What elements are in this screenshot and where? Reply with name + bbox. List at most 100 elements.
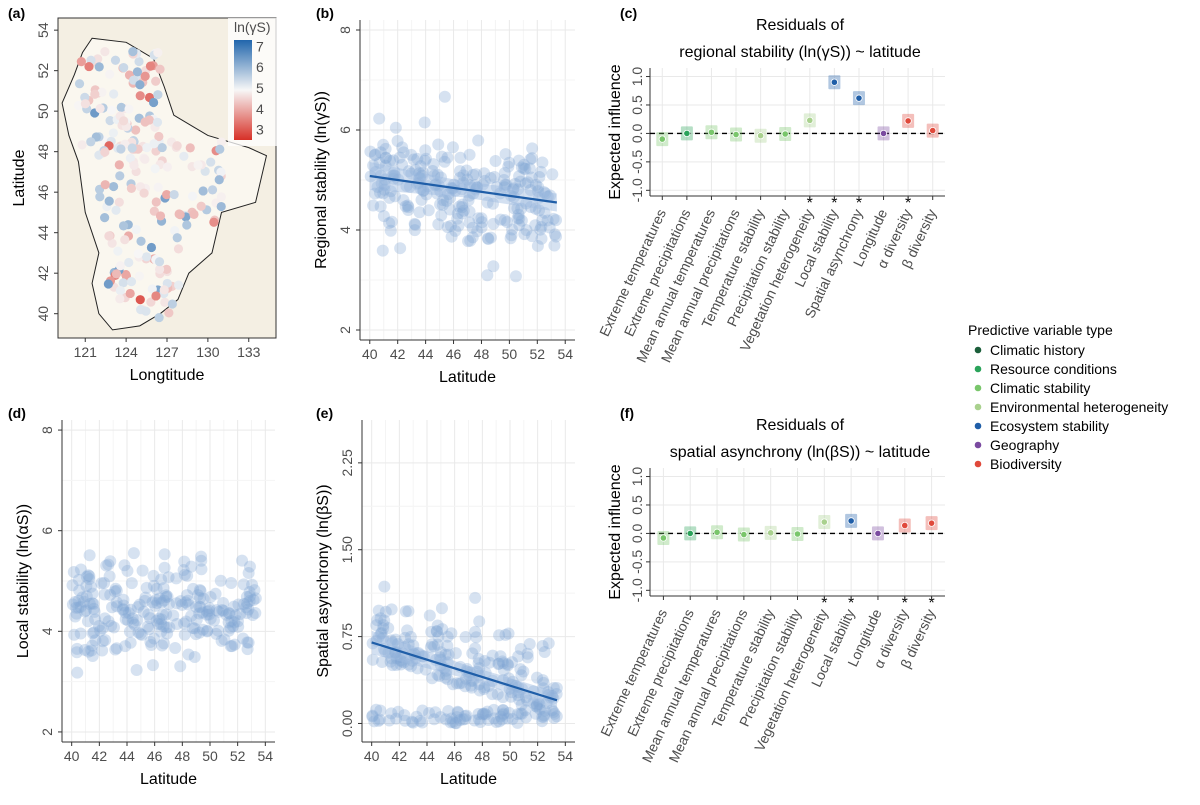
- b-data-point: [396, 158, 409, 171]
- b-x-tick-label: 50: [502, 346, 518, 362]
- e-data-point: [527, 696, 540, 709]
- f-estimate-point: [686, 529, 694, 538]
- d-data-point: [243, 586, 256, 599]
- b-y-tick-label: 8: [337, 26, 353, 34]
- d-data-point: [242, 603, 255, 616]
- c-y-tick-label: 1.0: [629, 67, 645, 87]
- b-data-point: [507, 182, 520, 195]
- b-data-point: [497, 174, 510, 187]
- a-site-point: [159, 285, 169, 295]
- b-data-point: [504, 232, 517, 245]
- d-data-point: [231, 615, 244, 628]
- b-data-point: [512, 154, 525, 167]
- b-data-point: [484, 172, 497, 185]
- b-data-point: [419, 152, 432, 165]
- d-data-point: [81, 615, 94, 628]
- e-data-point: [459, 713, 472, 726]
- d-data-point: [110, 584, 123, 597]
- e-data-point: [433, 670, 446, 683]
- f-estimate-point: [740, 530, 748, 539]
- b-data-point: [501, 216, 514, 229]
- e-data-point: [384, 655, 397, 668]
- legend-item-label: Environmental heterogeneity: [990, 399, 1168, 415]
- e-data-point: [411, 662, 424, 675]
- d-data-point: [83, 573, 96, 586]
- b-data-point: [525, 152, 538, 165]
- d-data-point: [190, 613, 203, 626]
- a-y-tick-label: 52: [35, 63, 51, 79]
- d-data-point: [131, 600, 144, 613]
- e-data-point: [450, 717, 463, 730]
- a-site-point: [150, 164, 160, 174]
- b-data-point: [414, 172, 427, 185]
- a-site-point: [77, 140, 87, 150]
- d-data-point: [110, 600, 123, 613]
- legend-swatch: [974, 441, 982, 449]
- b-data-point: [379, 159, 392, 172]
- d-data-point: [203, 602, 216, 615]
- e-data-point: [515, 669, 528, 682]
- d-data-point: [162, 598, 175, 611]
- a-site-point: [118, 221, 129, 231]
- a-site-point: [115, 286, 126, 296]
- a-site-point: [216, 201, 226, 212]
- e-data-point: [399, 714, 412, 727]
- a-site-point: [154, 257, 165, 267]
- b-data-point: [444, 219, 457, 232]
- a-site-point: [134, 56, 144, 67]
- a-site-point: [100, 180, 110, 190]
- d-data-point: [69, 596, 82, 609]
- b-data-point: [535, 232, 548, 245]
- e-data-point: [537, 709, 550, 722]
- b-data-point: [374, 200, 387, 213]
- b-data-point: [456, 207, 469, 220]
- d-data-point: [178, 568, 191, 581]
- d-data-point: [244, 590, 257, 603]
- a-site-point: [141, 306, 151, 316]
- b-data-point: [487, 217, 500, 230]
- a-x-tick-label: 127: [155, 344, 179, 360]
- a-site-point: [187, 191, 198, 201]
- e-data-point: [465, 681, 478, 694]
- d-data-point: [193, 583, 206, 596]
- e-data-point: [548, 711, 561, 724]
- d-data-point: [153, 612, 166, 625]
- b-data-point: [502, 160, 515, 173]
- b-y-tick-label: 2: [337, 326, 353, 334]
- a-site-point: [109, 89, 119, 99]
- e-data-point: [395, 655, 408, 668]
- d-data-point: [246, 578, 259, 591]
- d-data-point: [135, 628, 148, 641]
- e-data-point: [377, 622, 390, 635]
- b-data-point: [463, 179, 476, 192]
- a-site-point: [90, 89, 100, 99]
- b-data-point: [476, 178, 489, 191]
- d-data-point: [157, 620, 170, 633]
- d-x-axis-title: Latitude: [140, 771, 197, 788]
- a-site-point: [207, 185, 218, 195]
- c-estimate-point: [683, 129, 691, 138]
- b-data-point: [532, 181, 545, 194]
- b-data-point: [472, 134, 485, 147]
- e-data-point: [374, 612, 387, 625]
- b-data-point: [475, 212, 488, 225]
- b-data-point: [415, 193, 428, 206]
- panel-f-title-line2: spatial asynchrony (ln(βS)) ~ latitude: [670, 444, 931, 461]
- e-data-point: [512, 650, 525, 663]
- panel-c-title-line2: regional stability (ln(γS)) ~ latitude: [679, 44, 921, 61]
- d-data-point: [212, 605, 225, 618]
- e-data-point: [493, 629, 506, 642]
- e-data-point: [405, 660, 418, 673]
- a-site-point: [154, 131, 164, 142]
- b-data-point: [394, 242, 407, 255]
- d-data-point: [141, 620, 154, 633]
- d-data-point: [118, 559, 131, 572]
- b-data-point: [442, 188, 455, 201]
- d-data-point: [218, 633, 231, 646]
- e-data-point: [515, 698, 528, 711]
- e-data-point: [465, 674, 478, 687]
- d-data-point: [110, 642, 123, 655]
- d-data-point: [241, 597, 254, 610]
- c-estimate-point: [757, 132, 765, 140]
